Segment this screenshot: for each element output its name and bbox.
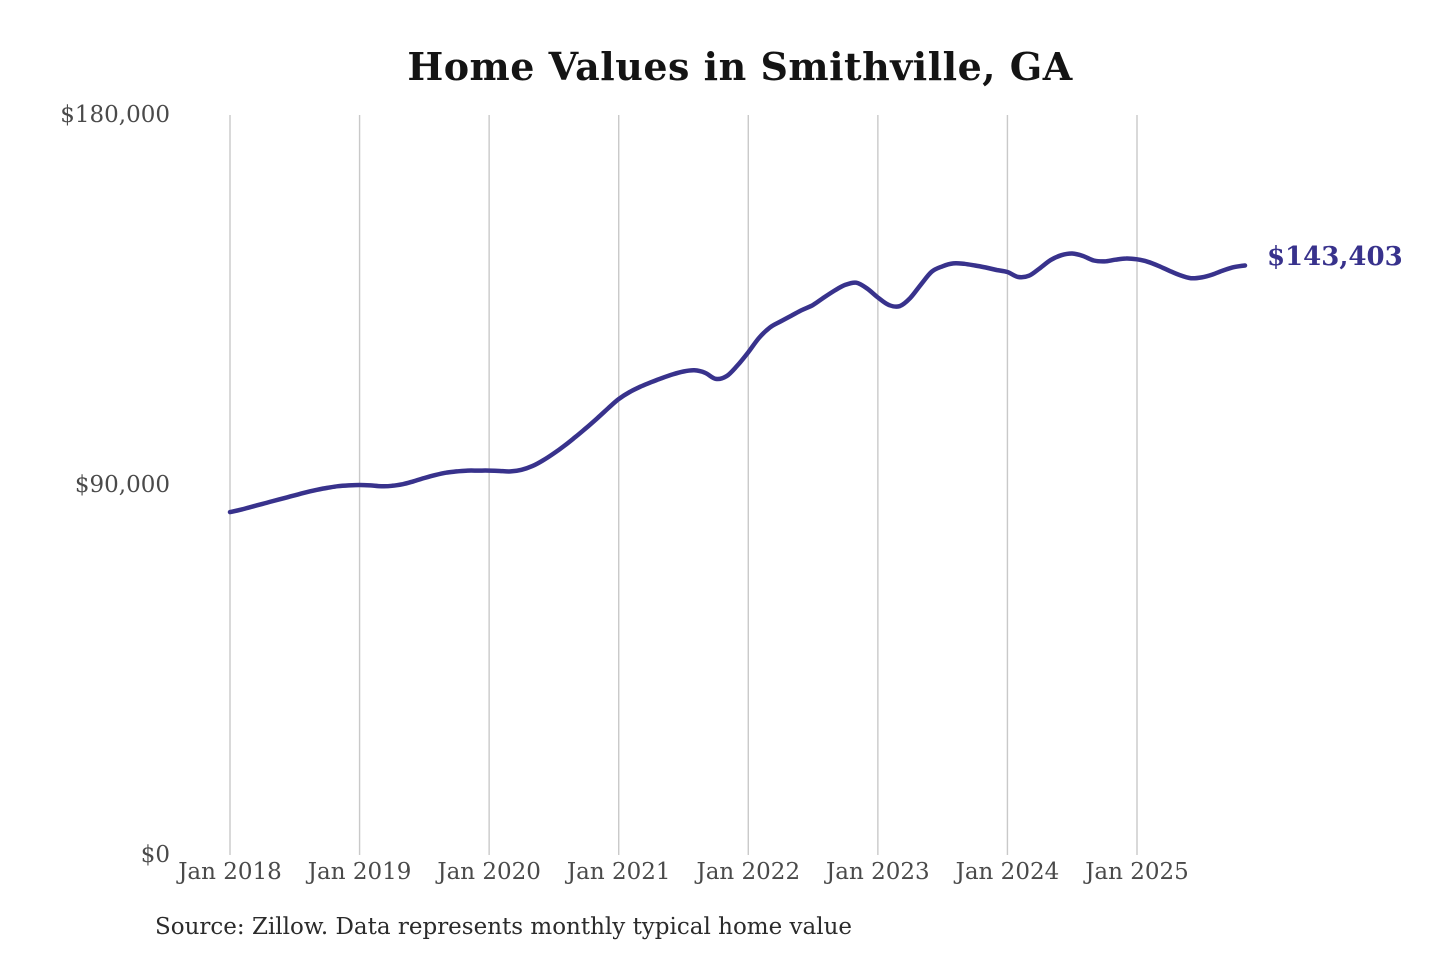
x-tick-label: Jan 2024 bbox=[955, 859, 1060, 885]
x-tick-label: Jan 2022 bbox=[696, 859, 801, 885]
y-tick-label: $180,000 bbox=[60, 102, 170, 128]
latest-value-label: $143,403 bbox=[1266, 242, 1403, 273]
x-tick-label: Jan 2020 bbox=[437, 859, 541, 885]
x-tick-label: Jan 2023 bbox=[826, 859, 930, 885]
y-tick-label: $0 bbox=[140, 842, 170, 868]
y-tick-label: $90,000 bbox=[74, 472, 170, 498]
x-tick-label: Jan 2025 bbox=[1085, 859, 1189, 885]
x-tick-label: Jan 2019 bbox=[307, 859, 412, 885]
value-line bbox=[227, 251, 1248, 515]
source-note: Source: Zillow. Data represents monthly … bbox=[155, 914, 853, 940]
x-tick-label: Jan 2018 bbox=[178, 859, 282, 885]
x-tick-label: Jan 2021 bbox=[566, 859, 671, 885]
chart-title: Home Values in Smithville, GA bbox=[407, 44, 1073, 89]
